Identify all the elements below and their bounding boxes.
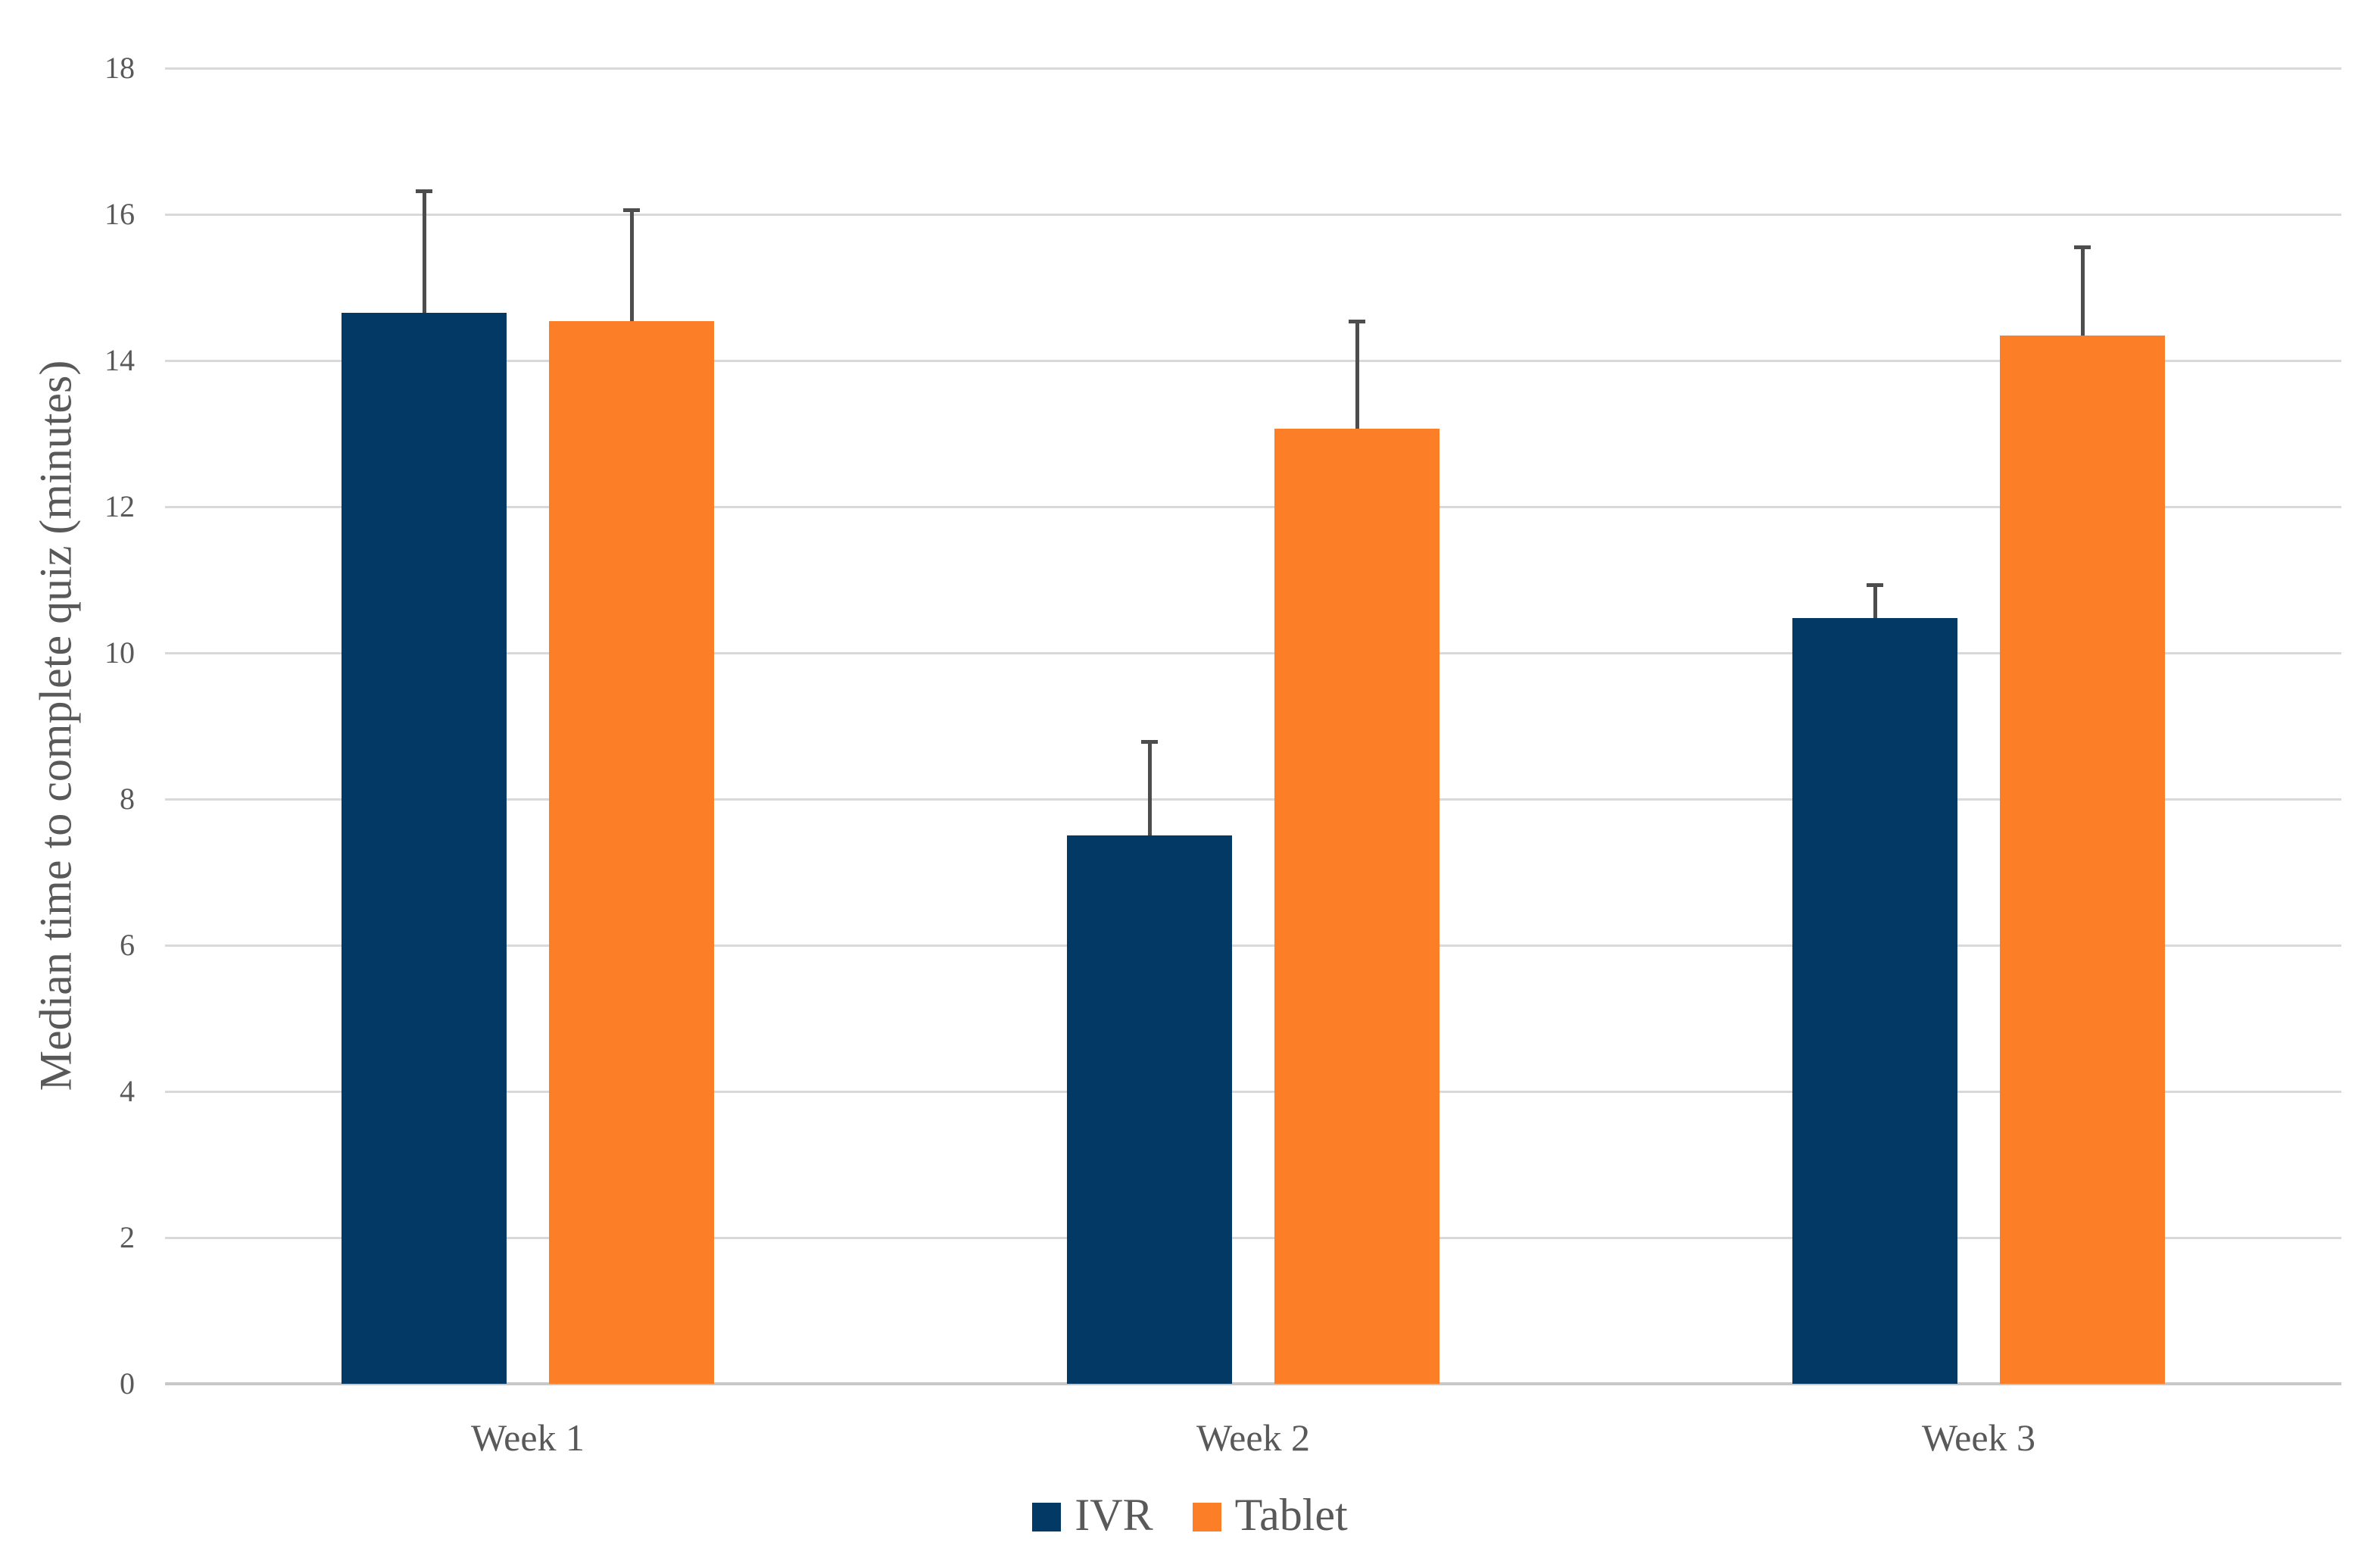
legend-label-ivr: IVR bbox=[1075, 1490, 1153, 1540]
error-bar-cap bbox=[623, 208, 640, 212]
y-tick-label: 0 bbox=[120, 1366, 135, 1400]
error-bar-cap bbox=[416, 189, 432, 193]
error-bar-cap bbox=[2074, 245, 2091, 249]
x-axis-label-week-3: Week 3 bbox=[1921, 1416, 2036, 1459]
legend-swatch-tablet bbox=[1192, 1503, 1221, 1531]
legend-swatch-ivr bbox=[1032, 1503, 1062, 1531]
error-bar-cap bbox=[1867, 582, 1883, 587]
error-bar-line bbox=[629, 210, 634, 321]
x-axis-line bbox=[165, 1382, 2341, 1385]
bar-ivr-week-2 bbox=[1067, 835, 1232, 1384]
gridline bbox=[165, 798, 2341, 801]
y-tick-label: 8 bbox=[120, 782, 135, 816]
error-bar-cap bbox=[1141, 740, 1158, 745]
bar-tablet-week-3 bbox=[2000, 336, 2165, 1384]
y-tick-label: 2 bbox=[120, 1220, 135, 1254]
bar-ivr-week-1 bbox=[342, 313, 507, 1384]
gridline bbox=[165, 944, 2341, 947]
bar-ivr-week-3 bbox=[1792, 617, 1957, 1384]
gridline bbox=[165, 213, 2341, 216]
legend: IVR Tablet bbox=[0, 1483, 2380, 1551]
error-bar-line bbox=[2080, 247, 2085, 336]
legend-item-tablet: Tablet bbox=[1192, 1490, 1348, 1542]
gridline bbox=[165, 67, 2341, 70]
error-bar-line bbox=[1147, 742, 1152, 836]
x-axis-label-week-1: Week 1 bbox=[470, 1416, 585, 1459]
error-bar-line bbox=[1355, 321, 1359, 429]
error-bar-line bbox=[422, 191, 426, 314]
y-tick-label: 18 bbox=[104, 51, 135, 85]
gridline bbox=[165, 505, 2341, 508]
gridline bbox=[165, 1090, 2341, 1093]
bar-tablet-week-2 bbox=[1274, 428, 1440, 1384]
legend-label-tablet: Tablet bbox=[1234, 1490, 1348, 1540]
y-tick-label: 14 bbox=[104, 343, 135, 377]
gridline bbox=[165, 1236, 2341, 1239]
y-tick-label: 16 bbox=[104, 197, 135, 231]
gridline bbox=[165, 651, 2341, 654]
x-axis-label-week-2: Week 2 bbox=[1196, 1416, 1311, 1459]
y-tick-label: 6 bbox=[120, 928, 135, 962]
y-tick-label: 4 bbox=[120, 1074, 135, 1108]
legend-item-ivr: IVR bbox=[1032, 1492, 1153, 1542]
error-bar-cap bbox=[1349, 320, 1365, 324]
y-tick-label: 10 bbox=[104, 635, 135, 670]
gridline bbox=[165, 359, 2341, 362]
bar-tablet-week-1 bbox=[549, 320, 714, 1384]
error-bar-line bbox=[1873, 585, 1877, 618]
y-tick-label: 12 bbox=[104, 489, 135, 523]
